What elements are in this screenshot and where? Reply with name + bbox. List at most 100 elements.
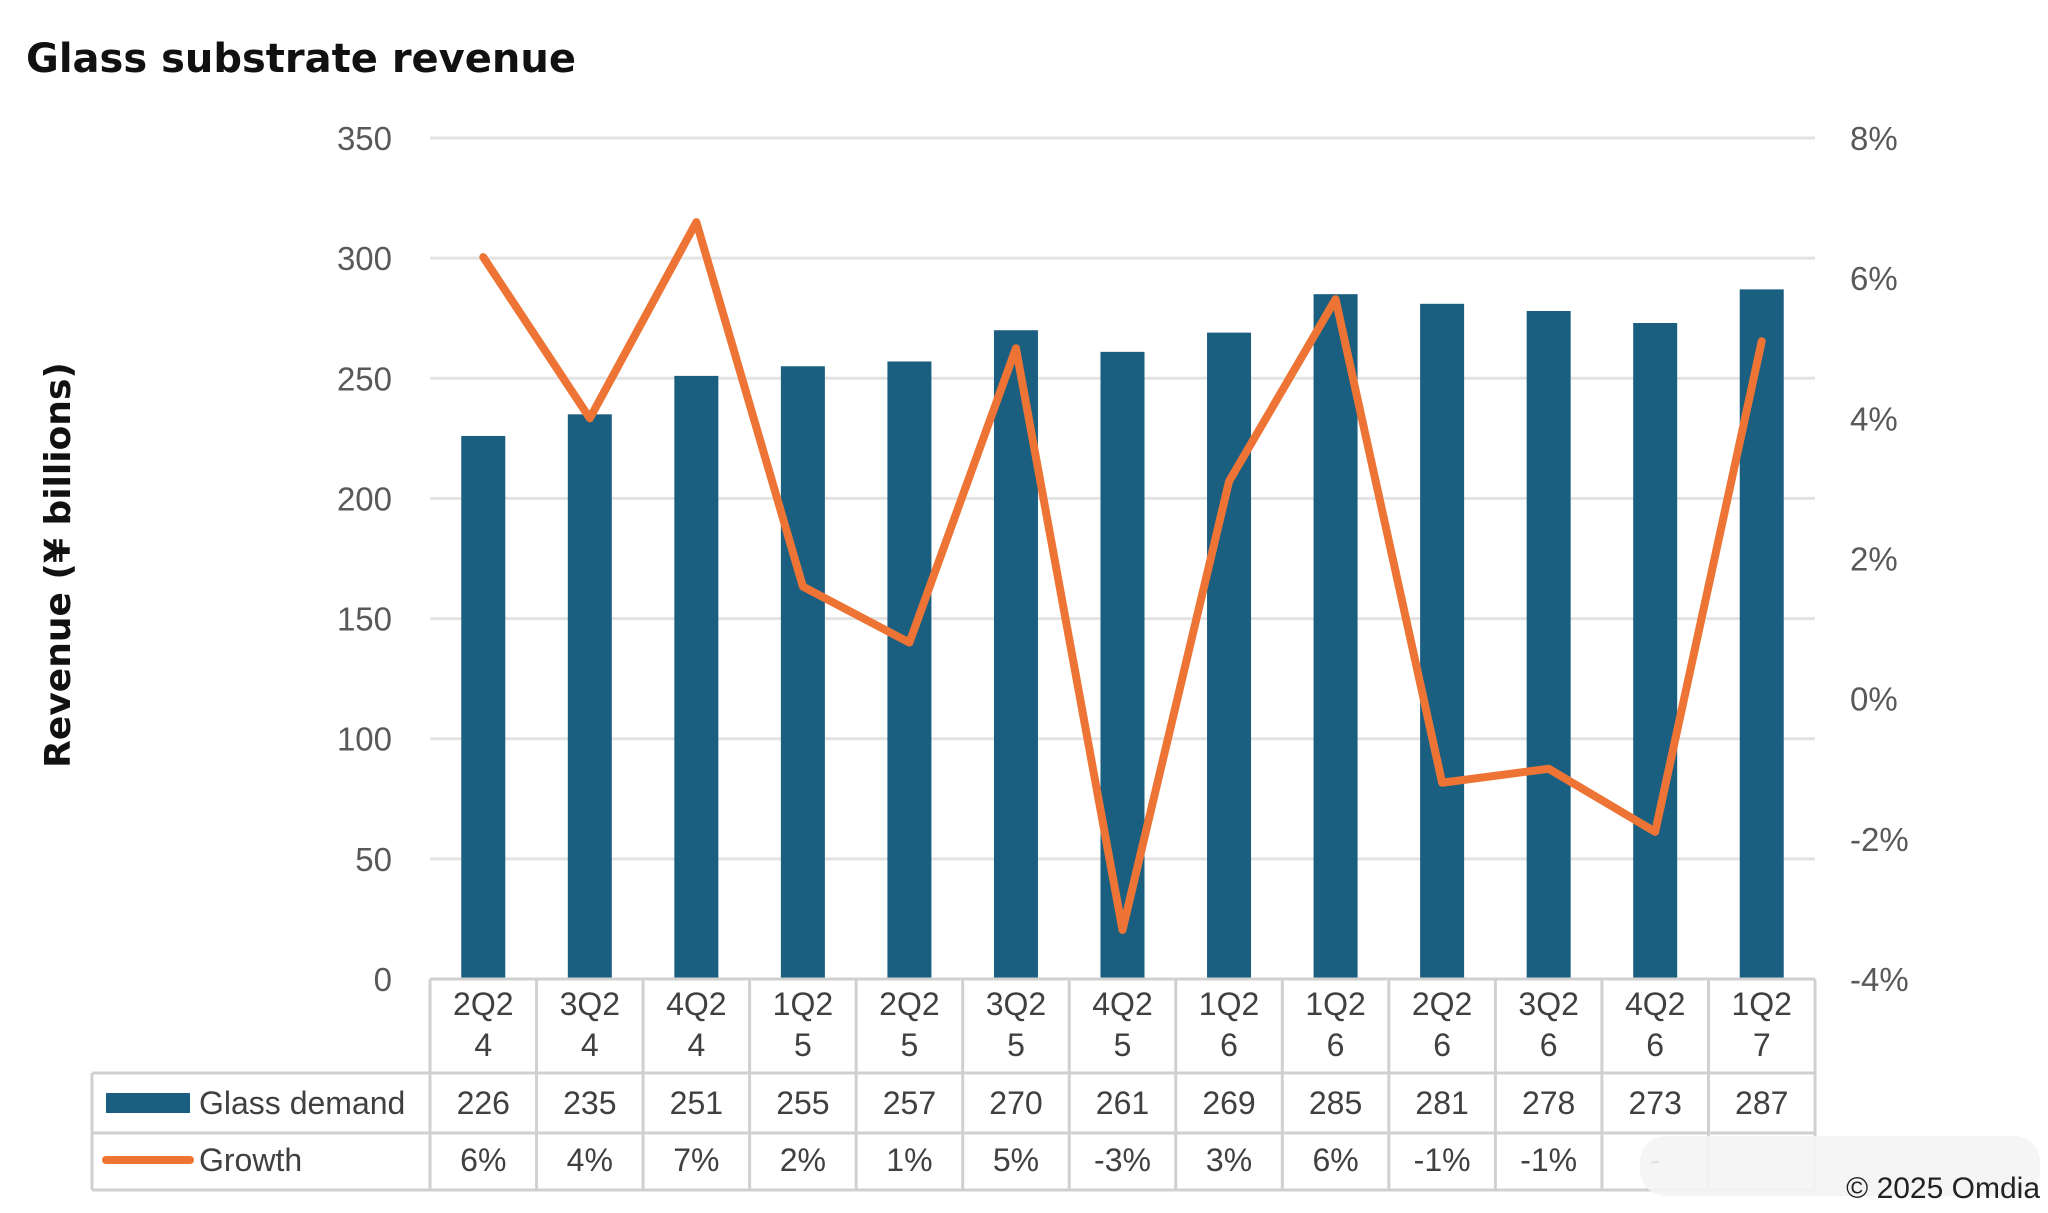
growth-value-label: -1% xyxy=(1414,1142,1471,1178)
watermark-overlay xyxy=(1640,1136,2040,1196)
category-label: 5 xyxy=(794,1027,812,1063)
bar xyxy=(887,361,932,980)
bar-value-label: 269 xyxy=(1202,1085,1255,1121)
category-label: 5 xyxy=(1007,1027,1025,1063)
category-label: 1Q2 xyxy=(1305,986,1365,1022)
category-label: 2Q2 xyxy=(1412,986,1472,1022)
growth-point xyxy=(1439,779,1446,786)
bar-value-label: 235 xyxy=(563,1085,616,1121)
category-label: 5 xyxy=(1114,1027,1132,1063)
category-label: 3Q2 xyxy=(1518,986,1578,1022)
category-label: 6 xyxy=(1433,1027,1451,1063)
bar xyxy=(780,366,825,979)
growth-point xyxy=(1332,296,1339,303)
y2-tick-label: 8% xyxy=(1850,120,1898,157)
growth-value-label: 6% xyxy=(460,1142,506,1178)
category-label: 3Q2 xyxy=(560,986,620,1022)
y-tick-label: 200 xyxy=(337,480,392,517)
category-label: 4Q2 xyxy=(1625,986,1685,1022)
category-label: 2Q2 xyxy=(453,986,513,1022)
bar xyxy=(674,375,719,980)
category-label: 4Q2 xyxy=(1092,986,1152,1022)
bar xyxy=(1526,311,1571,979)
bar-series xyxy=(461,289,1784,980)
line-series xyxy=(479,218,1766,934)
right-axis-ticks: -4% -2% 0% 2% 4% 6% 8% xyxy=(1850,120,1909,998)
category-label: 4 xyxy=(474,1027,492,1063)
bar-value-label: 285 xyxy=(1309,1085,1362,1121)
legend-key-bar xyxy=(106,1093,190,1113)
bar-value-label: 255 xyxy=(776,1085,829,1121)
y2-tick-label: -2% xyxy=(1850,821,1909,858)
bar-value-label: 270 xyxy=(989,1085,1042,1121)
bar xyxy=(1100,351,1145,980)
y-tick-label: 300 xyxy=(337,240,392,277)
legend-label-growth: Growth xyxy=(199,1142,302,1178)
category-label: 3Q2 xyxy=(986,986,1046,1022)
growth-value-label: 1% xyxy=(886,1142,932,1178)
growth-point xyxy=(1012,345,1019,352)
growth-point xyxy=(1652,828,1659,835)
y-tick-label: 350 xyxy=(337,120,392,157)
growth-value-label: 4% xyxy=(567,1142,613,1178)
bar-value-label: 273 xyxy=(1628,1085,1681,1121)
y-tick-label: 100 xyxy=(337,721,392,758)
y-axis-label: Revenue (¥ billions) xyxy=(38,362,79,768)
growth-point xyxy=(1758,338,1765,345)
data-table: 2Q2 4 226 6% 3Q2 4 235 4% 4Q2 4 251 7% 1Q2 5 255 2% 2Q2 5… xyxy=(90,977,1817,1192)
growth-point xyxy=(1226,478,1233,485)
category-label: 6 xyxy=(1220,1027,1238,1063)
category-label: 5 xyxy=(901,1027,919,1063)
growth-value-label: 2% xyxy=(780,1142,826,1178)
bar-value-label: 281 xyxy=(1415,1085,1468,1121)
bar-value-label: 251 xyxy=(670,1085,723,1121)
growth-point xyxy=(799,583,806,590)
category-label: 1Q2 xyxy=(773,986,833,1022)
y-tick-label: 0 xyxy=(374,961,392,998)
category-label: 4 xyxy=(687,1027,705,1063)
category-label: 6 xyxy=(1646,1027,1664,1063)
chart-title: Glass substrate revenue xyxy=(26,36,576,82)
growth-value-label: 7% xyxy=(673,1142,719,1178)
growth-value-label: 3% xyxy=(1206,1142,1252,1178)
bar xyxy=(567,414,612,979)
copyright-text: © 2025 Omdia xyxy=(1846,1172,2040,1205)
y2-tick-label: -4% xyxy=(1850,961,1909,998)
category-label: 4 xyxy=(581,1027,599,1063)
bar xyxy=(1633,323,1678,979)
growth-value-label: -3% xyxy=(1094,1142,1151,1178)
bar-value-label: 257 xyxy=(883,1085,936,1121)
y-tick-label: 250 xyxy=(337,360,392,397)
growth-point xyxy=(1119,926,1126,933)
growth-point xyxy=(480,254,487,261)
category-label: 6 xyxy=(1540,1027,1558,1063)
growth-value-label: 5% xyxy=(993,1142,1039,1178)
bar xyxy=(1739,289,1784,979)
category-label: 2Q2 xyxy=(879,986,939,1022)
y2-tick-label: 6% xyxy=(1850,260,1898,297)
y-tick-label: 150 xyxy=(337,601,392,638)
growth-value-label: 6% xyxy=(1312,1142,1358,1178)
bar xyxy=(1207,332,1252,979)
bar xyxy=(1313,294,1358,980)
watermark xyxy=(1640,1136,2040,1196)
category-label: 6 xyxy=(1327,1027,1345,1063)
growth-value-label: -1% xyxy=(1520,1142,1577,1178)
left-axis-ticks: 0 50 100 150 200 250 300 350 xyxy=(337,120,392,998)
y-tick-label: 50 xyxy=(355,841,392,878)
legend-label-glass-demand: Glass demand xyxy=(199,1085,405,1121)
bar xyxy=(1420,303,1465,980)
bar-value-label: 226 xyxy=(457,1085,510,1121)
bar-value-label: 278 xyxy=(1522,1085,1575,1121)
growth-point xyxy=(906,639,913,646)
category-label: 1Q2 xyxy=(1731,986,1791,1022)
growth-point xyxy=(693,219,700,226)
bar xyxy=(461,435,506,979)
category-label: 7 xyxy=(1753,1027,1771,1063)
y2-tick-label: 4% xyxy=(1850,400,1898,437)
y2-tick-label: 2% xyxy=(1850,541,1898,578)
growth-point xyxy=(586,415,593,422)
bar-value-label: 287 xyxy=(1735,1085,1788,1121)
growth-point xyxy=(1545,765,1552,772)
